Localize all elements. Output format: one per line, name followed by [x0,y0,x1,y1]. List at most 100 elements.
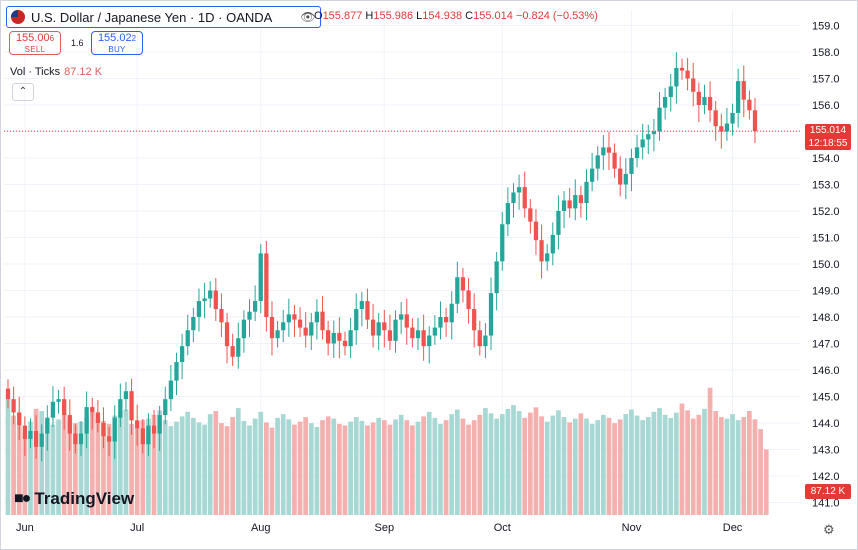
candle-body [314,311,320,323]
candle [297,307,303,337]
candle-body [595,155,600,169]
volume-bar [494,418,499,515]
volume-bar [89,412,95,515]
chevron-up-icon[interactable]: ⌃ [12,83,34,101]
candle [668,73,673,112]
candle [106,426,112,457]
candle-body [505,203,511,225]
open-value: 155.877 [322,10,363,22]
candle [78,421,84,457]
candle-body [556,211,561,235]
buy-button[interactable]: 155.022 BUY [91,31,143,55]
candle-body [404,314,409,328]
candle-body [365,301,370,320]
candle [421,314,426,361]
candle-body [516,187,522,193]
candle-body [696,91,701,105]
volume-bar [584,418,589,515]
candle-body [264,253,269,317]
candle-body [449,303,454,323]
spread-value: 1.6 [71,38,84,48]
candle-body [140,428,145,445]
candle-body [494,261,499,294]
candle-body [62,399,67,416]
sell-label: SELL [24,45,46,54]
x-tick-label: Jul [130,522,144,534]
volume-bar [292,424,297,515]
candle-body [410,327,415,339]
high-key: H [365,10,374,22]
sell-button[interactable]: 155.006 SELL [9,31,61,55]
candle-body [640,139,645,148]
candle-body [500,224,505,262]
settings-gear-icon[interactable]: ⚙ [823,522,835,537]
candle-body [741,81,746,100]
candle [208,281,213,308]
volume-bar [544,421,550,515]
candle [73,424,78,454]
volume-legend[interactable]: Vol · Ticks 87.12 K [10,66,102,78]
volume-bar [539,416,544,515]
volume-bar [39,411,45,515]
volume-bar [56,419,61,515]
candle-body [286,314,291,323]
volume-bar [657,408,662,515]
volume-bar [763,449,769,515]
candle-body [601,147,606,156]
candle [196,288,202,332]
close-value: 155.014 [473,10,513,22]
candle [185,314,190,356]
volume-bar [415,421,421,515]
candle [230,333,235,367]
volume-bar [578,413,584,515]
candle-body [118,399,123,418]
candle [634,134,640,168]
candle-body [511,192,516,204]
volume-bar [505,408,511,515]
candle-body [28,430,33,439]
volume-bar [190,417,196,515]
x-tick-label: Jun [16,522,34,534]
volume-bar [606,417,612,515]
volume-bar [286,419,292,515]
candle-body [342,340,348,347]
candle [438,301,443,340]
candle-body [33,430,39,447]
eye-icon[interactable]: 👁 [300,10,316,24]
volume-bar [196,422,202,515]
candle-body [191,317,196,331]
candle [247,299,252,337]
candle-body [663,97,668,108]
y-tick-label: 150.0 [812,259,840,271]
candle [432,315,437,345]
candle-body [528,208,533,222]
y-tick-label: 154.0 [812,153,840,165]
candle [62,386,67,430]
candle-body [17,412,22,426]
symbol-header[interactable]: U.S. Dollar / Japanese Yen · 1D · OANDA … [6,6,321,28]
candle [219,293,224,337]
candle-body [252,301,258,312]
candle [67,399,72,451]
candle-body [168,380,174,400]
candle [702,84,707,115]
candle [752,97,758,144]
candle [516,174,522,210]
candle [326,320,331,356]
candle [646,124,651,155]
candle [651,119,657,152]
volume-bar [483,408,488,515]
candle [354,293,359,345]
candle-body [730,112,735,124]
bar-countdown: 12:18:55 [808,138,848,149]
candle-body [438,317,443,328]
volume-bar [151,414,157,515]
volume-bar [337,423,342,515]
candle-body [163,399,168,416]
candle-body [297,319,303,328]
candle-body [679,67,685,71]
candle-body [472,309,477,331]
candle-body [724,123,730,132]
candle-body [719,126,724,132]
